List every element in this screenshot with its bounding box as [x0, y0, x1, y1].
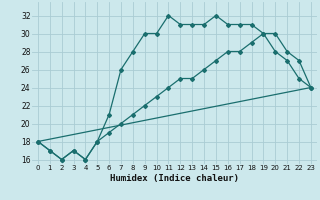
X-axis label: Humidex (Indice chaleur): Humidex (Indice chaleur) — [110, 174, 239, 183]
